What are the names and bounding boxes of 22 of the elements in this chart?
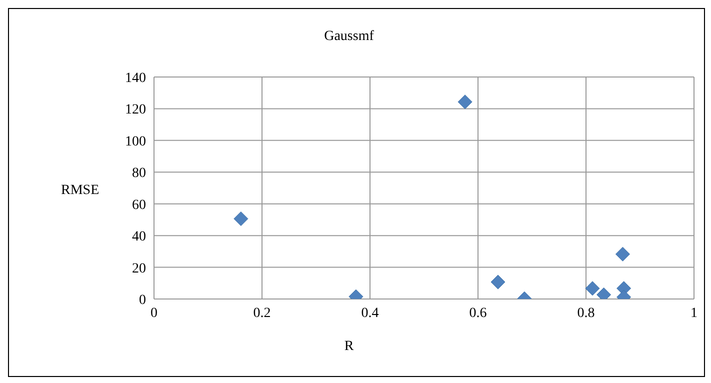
x-tick-label: 0.6 [469, 306, 487, 321]
x-tick-label: 0.4 [361, 306, 379, 321]
point [490, 274, 506, 290]
y-tick-label: 80 [132, 166, 146, 182]
y-tick-label: 20 [132, 261, 146, 276]
y-tick-label: 60 [132, 198, 146, 213]
point [615, 246, 630, 262]
x-tick-label: 0.8 [577, 306, 595, 321]
chart-title: Gaussmf [323, 29, 375, 45]
y-tick-label: 40 [132, 230, 146, 245]
point [234, 212, 248, 226]
point [458, 94, 472, 110]
point [585, 281, 600, 296]
x-tick-label: 0.2 [253, 306, 271, 321]
y-tick-label: 0 [139, 292, 146, 308]
y-tick-label: 140 [125, 70, 146, 86]
x-tick-label: 1 [690, 306, 698, 321]
y-axis-title: RMSE [61, 183, 100, 199]
x-axis-title: R [343, 339, 355, 355]
x-tick-label: 0 [150, 306, 158, 321]
y-tick-label: 100 [125, 134, 146, 150]
y-tick-label: 120 [125, 102, 146, 118]
